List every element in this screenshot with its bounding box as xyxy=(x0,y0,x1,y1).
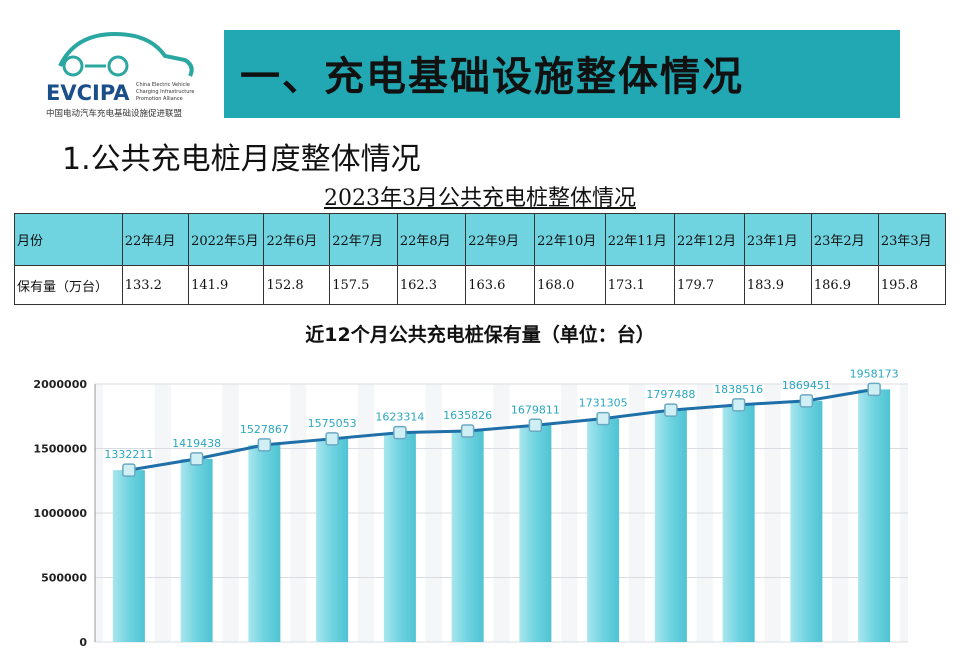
table-cell: 23年3月 xyxy=(877,213,947,266)
bar xyxy=(383,432,416,642)
logo-en: Charging Infrastructure xyxy=(136,89,194,95)
bar xyxy=(858,389,891,642)
table-cell: 22年10月 xyxy=(534,213,606,266)
table-cell: 23年2月 xyxy=(810,213,879,266)
line-marker xyxy=(799,394,814,408)
bar xyxy=(722,404,755,642)
data-label: 1731305 xyxy=(579,397,628,410)
table-cell: 168.0 xyxy=(534,265,606,305)
table-cell: 2022年5月 xyxy=(188,213,265,266)
table-cell: 22年6月 xyxy=(263,213,331,266)
subtitle: 1.公共充电桩月度整体情况 xyxy=(62,142,421,177)
line-marker xyxy=(596,411,610,426)
table-cell: 保有量（万台） xyxy=(14,265,123,305)
table-cell: 162.3 xyxy=(396,265,467,305)
logo-en: Promotion Alliance xyxy=(136,96,183,102)
data-label: 1332211 xyxy=(104,448,153,461)
data-label: 1623314 xyxy=(375,411,424,424)
logo-en: China Electric Vehicle xyxy=(136,82,190,88)
table-row: 月份 22年4月 2022年5月 22年6月 22年7月 22年8月 22年9月 22年10月… xyxy=(14,213,947,266)
data-label: 1527867 xyxy=(240,423,289,436)
table-cell: 133.2 xyxy=(121,265,190,305)
bar xyxy=(180,458,213,642)
trend-line xyxy=(128,387,875,472)
line-marker xyxy=(664,403,678,417)
bar xyxy=(316,438,349,642)
table-cell: 195.8 xyxy=(877,265,947,305)
logo-cn: 中国电动汽车充电基础设施促进联盟 xyxy=(46,108,183,119)
line-marker xyxy=(325,432,339,446)
y-tick-label: 1500000 xyxy=(33,443,87,456)
bar xyxy=(248,444,281,642)
data-label: 1679811 xyxy=(511,403,560,416)
table-cell: 152.8 xyxy=(263,265,331,305)
table-cell: 141.9 xyxy=(188,265,265,305)
bar xyxy=(587,418,620,642)
data-label: 1797488 xyxy=(646,388,695,401)
table-cell: 22年9月 xyxy=(465,213,536,266)
table-cell: 22年4月 xyxy=(121,213,190,266)
data-label: 1635826 xyxy=(443,409,492,422)
table-cell: 22年12月 xyxy=(673,213,745,266)
page-title: 一、充电基础设施整体情况 xyxy=(240,54,744,100)
data-label: 1419438 xyxy=(172,437,221,450)
chart: 0 500000 1000000 1500000 2000000 1332211 14194… xyxy=(33,367,908,648)
y-tick-label: 1000000 xyxy=(33,507,87,520)
table-cell: 22年7月 xyxy=(329,213,398,266)
table-cell: 163.6 xyxy=(465,265,536,305)
bar xyxy=(451,430,484,642)
data-label: 1575053 xyxy=(308,417,357,430)
table-cell: 157.5 xyxy=(329,265,398,305)
logo: EVCIPA China Electric Vehicle Charging I… xyxy=(46,31,194,119)
table-cell: 183.9 xyxy=(743,265,812,305)
table-cell: 22年8月 xyxy=(396,213,467,266)
chart-title: 近12个月公共充电桩保有量（单位：台） xyxy=(305,324,655,346)
line-marker xyxy=(393,425,407,440)
data-table: 月份 22年4月 2022年5月 22年6月 22年7月 22年8月 22年9月 22年10月… xyxy=(14,213,947,305)
line-marker xyxy=(528,418,543,433)
bar xyxy=(112,470,145,642)
y-tick-label: 2000000 xyxy=(33,378,87,391)
line-marker xyxy=(731,398,746,412)
table-title: 2023年3月公共充电桩整体情况 xyxy=(324,186,636,211)
data-label: 1838516 xyxy=(714,383,763,396)
table-cell: 179.7 xyxy=(673,265,745,305)
logo-name: EVCIPA xyxy=(46,81,130,105)
y-tick-label: 500000 xyxy=(41,572,87,585)
line-marker xyxy=(867,382,881,397)
table-cell: 173.1 xyxy=(604,265,675,305)
table-cell: 186.9 xyxy=(810,265,879,305)
bar xyxy=(519,425,552,642)
y-tick-label: 0 xyxy=(79,636,87,648)
table-cell: 23年1月 xyxy=(743,213,812,266)
table-row: 保有量（万台） 133.2 141.9 152.8 157.5 162.3 163.6 168… xyxy=(14,265,947,305)
bar xyxy=(654,410,687,642)
line-marker xyxy=(189,452,204,466)
data-label: 1869451 xyxy=(782,379,831,392)
data-label: 1958173 xyxy=(850,367,899,380)
banner xyxy=(224,30,900,118)
line-marker xyxy=(122,463,136,477)
line-marker xyxy=(257,438,272,452)
table-cell: 22年11月 xyxy=(604,213,675,266)
table-cell: 月份 xyxy=(14,213,123,266)
line-marker xyxy=(460,424,475,438)
bar xyxy=(790,400,823,642)
